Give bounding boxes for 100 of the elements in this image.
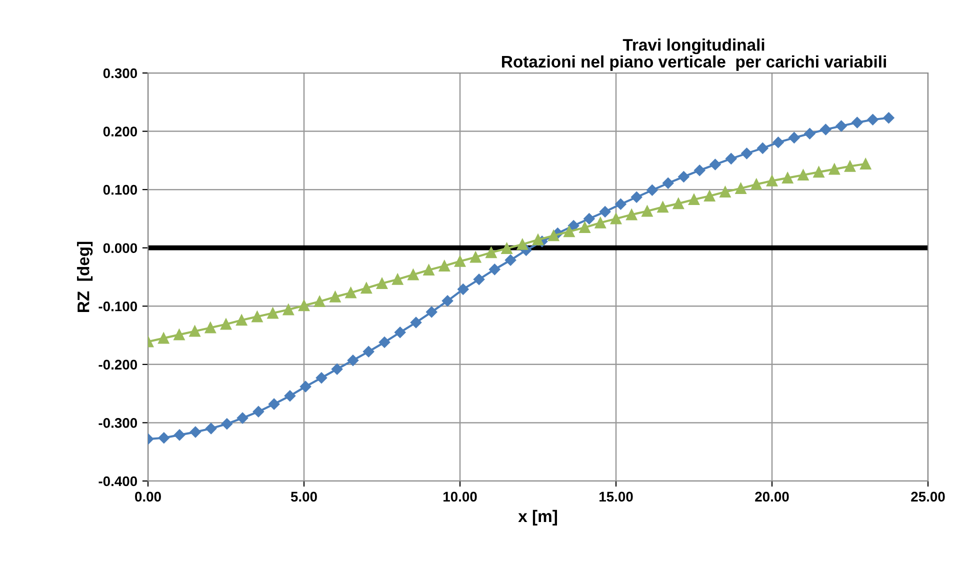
point — [362, 346, 374, 358]
point — [630, 192, 642, 203]
point — [394, 326, 406, 338]
point — [750, 178, 762, 190]
point — [236, 314, 248, 326]
point — [190, 426, 202, 438]
chart-title: Travi longitudinali Rotazioni nel piano verticale per carichi variabili — [502, 38, 886, 71]
point — [735, 182, 746, 194]
point — [820, 124, 832, 136]
point — [268, 398, 280, 410]
point — [378, 336, 390, 348]
point — [174, 329, 185, 340]
point — [798, 169, 809, 181]
point — [836, 120, 847, 132]
point — [610, 213, 622, 224]
point — [568, 220, 580, 232]
point — [486, 246, 497, 258]
point — [657, 202, 668, 213]
point — [221, 418, 233, 430]
point — [458, 284, 469, 295]
point — [883, 112, 894, 124]
point — [345, 287, 356, 298]
point — [672, 198, 684, 210]
point — [516, 238, 528, 250]
point — [710, 158, 721, 170]
point — [615, 198, 626, 210]
point — [473, 274, 485, 285]
y-tick-label: -0.200 — [98, 360, 138, 370]
point — [720, 186, 731, 198]
point — [694, 164, 706, 176]
point — [236, 412, 248, 424]
point — [298, 300, 310, 312]
point — [282, 304, 294, 316]
point — [252, 311, 263, 322]
x-tick-label: 10.00 — [444, 492, 477, 502]
x-tick-label: 15.00 — [600, 492, 633, 502]
y-tick-label: 0.200 — [103, 126, 138, 136]
point — [867, 114, 878, 126]
point — [189, 326, 200, 337]
point — [454, 256, 466, 267]
y-tick-label: 0.000 — [103, 243, 138, 254]
point — [844, 160, 856, 172]
point — [852, 116, 863, 128]
point — [314, 296, 326, 308]
point — [408, 269, 419, 280]
point — [158, 432, 170, 444]
point — [688, 194, 700, 206]
point — [489, 264, 500, 276]
point — [828, 164, 840, 175]
point — [726, 153, 737, 164]
point — [532, 234, 544, 246]
x-tick-label: 20.00 — [755, 492, 789, 502]
point — [392, 274, 404, 285]
point — [360, 282, 372, 294]
point — [772, 136, 784, 148]
point — [174, 429, 186, 441]
point — [470, 252, 482, 263]
point — [252, 406, 264, 418]
point — [678, 171, 690, 182]
y-axis-title: RZ [deg] — [77, 242, 93, 312]
point — [158, 332, 170, 344]
y-tick-label: -0.300 — [98, 418, 138, 428]
point — [813, 166, 824, 178]
point — [284, 390, 296, 402]
point — [704, 190, 716, 202]
point — [204, 322, 216, 334]
point — [426, 306, 438, 318]
x-tick-label: 25.00 — [911, 492, 945, 502]
point — [646, 184, 658, 196]
point — [376, 278, 388, 289]
point — [642, 206, 653, 217]
point — [423, 264, 434, 276]
point — [501, 242, 512, 254]
point — [442, 295, 454, 307]
point — [626, 209, 638, 220]
point — [662, 178, 674, 189]
x-axis-title: x [m] — [518, 510, 557, 526]
point — [782, 172, 794, 184]
point — [267, 308, 278, 319]
point — [316, 372, 328, 384]
point — [804, 128, 816, 140]
point — [220, 318, 232, 330]
point — [331, 363, 343, 375]
point — [579, 222, 590, 234]
point — [757, 142, 768, 154]
point — [330, 291, 341, 302]
point — [860, 158, 872, 170]
point — [438, 260, 450, 272]
x-tick-label: 5.00 — [290, 492, 317, 502]
y-tick-label: 0.300 — [103, 68, 138, 78]
point — [205, 422, 217, 434]
point — [548, 230, 560, 242]
point — [410, 316, 422, 328]
point — [788, 132, 800, 144]
y-tick-label: -0.100 — [98, 301, 138, 312]
point — [584, 213, 595, 224]
point — [564, 226, 575, 238]
point — [599, 206, 611, 218]
point — [300, 380, 312, 392]
x-tick-label: 0.00 — [135, 492, 161, 502]
